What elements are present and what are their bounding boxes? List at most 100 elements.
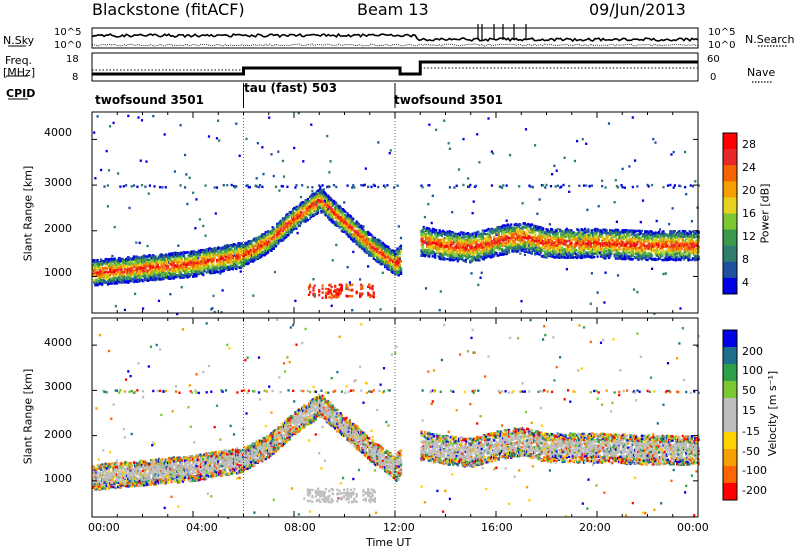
- power-cell: [290, 210, 293, 213]
- power-cell: [194, 261, 197, 264]
- power-cell: [344, 220, 347, 224]
- power-cell: [340, 210, 343, 213]
- power-cell: [168, 259, 171, 262]
- power-cell: [138, 263, 141, 267]
- power-cell: [177, 269, 180, 272]
- power-cell: [209, 252, 212, 255]
- power-cell: [339, 206, 342, 209]
- power-cell: [176, 263, 179, 266]
- power-cell: [220, 311, 223, 314]
- power-cell: [278, 235, 281, 238]
- power-cell: [384, 255, 387, 258]
- power-cell: [346, 219, 349, 222]
- power-cell: [168, 271, 171, 275]
- power-cell: [452, 253, 455, 256]
- power-cell: [185, 251, 188, 254]
- power-cell: [349, 221, 353, 224]
- power-cell: [189, 267, 192, 270]
- power-cell: [205, 248, 208, 251]
- power-cell: [246, 242, 249, 245]
- power-cell: [185, 267, 188, 270]
- power-cell: [218, 246, 221, 249]
- power-cell: [193, 250, 196, 253]
- power-cell: [118, 258, 121, 261]
- power-cell: [106, 184, 109, 187]
- power-cell: [352, 217, 355, 220]
- power-cell: [262, 246, 265, 250]
- power-cell: [329, 283, 332, 286]
- power-cell: [203, 266, 206, 269]
- power-cell: [159, 278, 162, 281]
- power-cell: [96, 284, 99, 287]
- power-cell: [101, 282, 104, 286]
- power-cell: [427, 202, 430, 206]
- power-cell: [174, 276, 178, 279]
- power-cell: [147, 258, 150, 262]
- power-cell: [272, 247, 275, 250]
- power-cell: [180, 273, 183, 276]
- power-cell: [213, 256, 216, 260]
- power-cell: [365, 246, 368, 249]
- power-cell: [110, 257, 113, 260]
- power-cell: [185, 274, 188, 277]
- power-cell: [171, 265, 174, 269]
- power-cell: [231, 249, 234, 252]
- power-cell: [224, 246, 228, 249]
- power-cell: [139, 275, 142, 279]
- power-cell: [215, 268, 219, 271]
- power-cell: [247, 253, 250, 257]
- power-cell: [274, 231, 278, 234]
- power-cell: [167, 267, 170, 270]
- power-cell: [181, 264, 184, 268]
- power-cell: [239, 258, 242, 261]
- power-cell: [381, 243, 384, 246]
- power-cell: [227, 261, 230, 264]
- power-cell: [281, 231, 284, 234]
- power-cell: [331, 208, 334, 211]
- power-cell: [235, 245, 238, 248]
- power-cell: [122, 273, 125, 276]
- power-cell: [353, 229, 356, 233]
- power-cell: [238, 262, 241, 265]
- power-cell: [188, 176, 191, 179]
- power-cell: [164, 263, 167, 266]
- power-cell: [423, 215, 426, 219]
- power-cell: [135, 265, 138, 268]
- power-cell: [370, 185, 373, 189]
- power-cell: [280, 233, 283, 236]
- power-cell: [161, 186, 164, 189]
- power-cell: [179, 124, 182, 127]
- power-cell: [253, 253, 256, 257]
- power-cell: [296, 205, 299, 208]
- power-cell: [284, 236, 287, 239]
- power-cell: [110, 272, 113, 275]
- power-cell: [249, 257, 253, 261]
- power-cell: [129, 277, 132, 280]
- power-cell: [259, 253, 262, 256]
- power-cell: [127, 267, 130, 270]
- power-cell: [121, 265, 124, 268]
- power-cell: [290, 224, 293, 227]
- power-cell: [281, 232, 284, 236]
- power-cell: [95, 281, 98, 284]
- power-cell: [237, 261, 240, 264]
- power-cell: [393, 271, 396, 274]
- power-cell: [111, 279, 114, 282]
- power-cell: [217, 119, 220, 122]
- power-cell: [190, 255, 194, 258]
- power-cell: [168, 277, 171, 280]
- power-cell: [203, 269, 206, 272]
- power-cell: [374, 249, 378, 252]
- power-cell: [118, 261, 121, 264]
- power-cell: [481, 229, 484, 232]
- power-cell: [171, 260, 174, 263]
- power-cell: [362, 184, 365, 187]
- power-cell: [274, 227, 278, 231]
- power-cell: [235, 250, 238, 253]
- power-cell: [214, 250, 217, 253]
- power-cell: [343, 215, 346, 218]
- power-cell: [328, 202, 331, 205]
- power-cell: [174, 270, 178, 274]
- power-cell: [287, 223, 290, 227]
- power-cell: [135, 256, 138, 259]
